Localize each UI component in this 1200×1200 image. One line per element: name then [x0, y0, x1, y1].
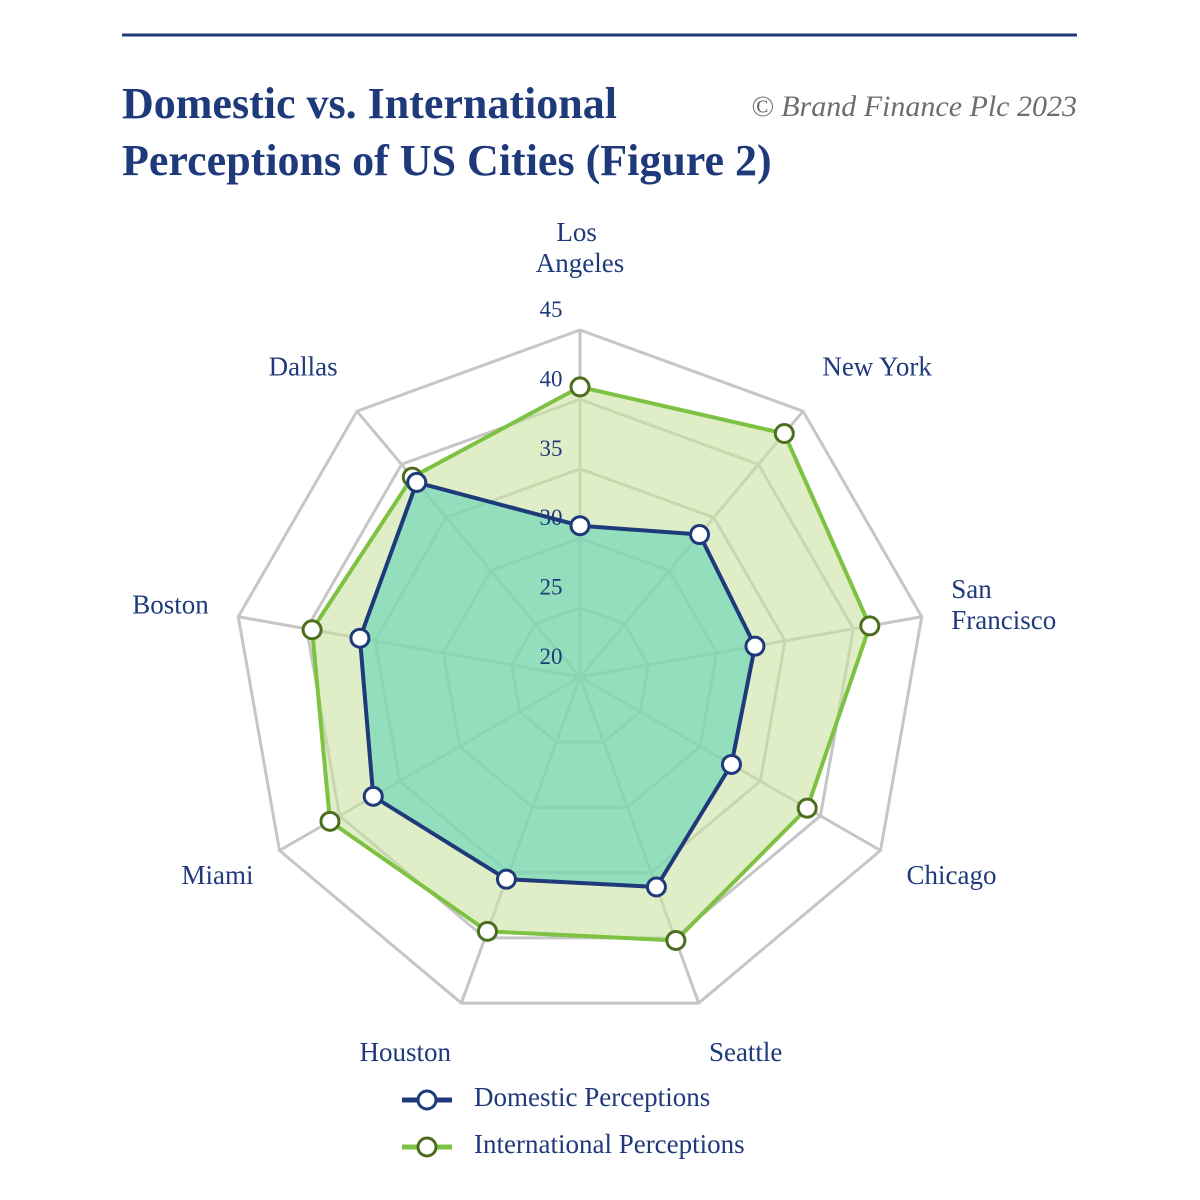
r-tick-label: 25 — [540, 575, 563, 600]
marker — [319, 810, 341, 832]
r-tick-label: 45 — [540, 297, 563, 322]
r-tick-label: 35 — [540, 436, 563, 461]
category-label: Seattle — [709, 1037, 782, 1067]
category-label: Los Angeles — [536, 217, 624, 278]
chart-title: Domestic vs. International — [122, 79, 617, 128]
marker — [301, 619, 323, 641]
marker — [689, 524, 711, 546]
marker — [665, 929, 687, 951]
copyright: © Brand Finance Plc 2023 — [751, 90, 1077, 123]
marker — [773, 423, 795, 445]
legend-marker — [416, 1089, 438, 1111]
marker — [720, 753, 742, 775]
marker — [744, 635, 766, 657]
category-label: Miami — [182, 860, 254, 890]
r-tick-label: 30 — [540, 505, 563, 530]
marker — [859, 615, 881, 637]
marker — [476, 920, 498, 942]
grid-ring — [236, 328, 924, 1005]
category-label: Houston — [360, 1037, 452, 1067]
category-label: Chicago — [906, 860, 996, 890]
legend-label: Domestic Perceptions — [474, 1082, 710, 1112]
category-label: Dallas — [269, 351, 338, 381]
series-area — [357, 480, 757, 889]
legend-marker — [416, 1136, 438, 1158]
marker — [645, 876, 667, 898]
category-label: New York — [822, 351, 932, 381]
marker — [569, 515, 591, 537]
legend-label: International Perceptions — [474, 1129, 745, 1159]
chart-title: Perceptions of US Cities (Figure 2) — [122, 136, 772, 185]
r-tick-label: 40 — [540, 366, 563, 391]
marker — [796, 797, 818, 819]
marker — [349, 627, 371, 649]
category-label: Boston — [132, 589, 209, 619]
marker — [362, 785, 384, 807]
r-tick-label: 20 — [540, 644, 563, 669]
marker — [406, 471, 428, 493]
category-label: San Francisco — [951, 574, 1056, 635]
marker — [569, 376, 591, 398]
marker — [495, 868, 517, 890]
